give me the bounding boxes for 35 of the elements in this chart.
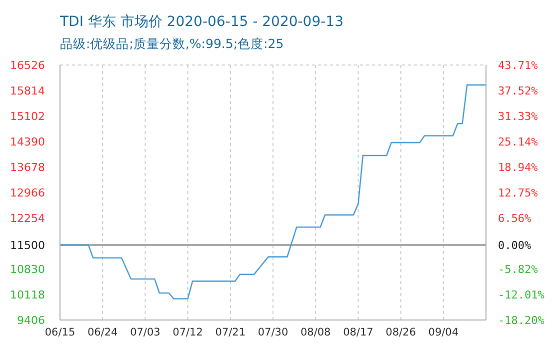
y2-tick-label: 12.75%: [498, 186, 538, 200]
y2-tick-label: 37.52%: [498, 84, 538, 98]
y2-tick-label: 31.33%: [498, 110, 538, 123]
y2-tick-label: 18.94%: [498, 161, 538, 174]
y-tick-label: 13678: [10, 161, 45, 174]
y-tick-label: 10118: [10, 288, 45, 302]
y-tick-label: 9406: [17, 314, 45, 327]
y-tick-label: 15814: [10, 84, 45, 98]
y-tick-label: 12254: [10, 212, 45, 225]
y2-tick-label: 43.71%: [498, 59, 538, 72]
y2-tick-label: -12.01%: [498, 288, 545, 302]
y2-tick-label: -5.82%: [498, 262, 538, 276]
y2-tick-label: 25.14%: [498, 135, 538, 148]
x-tick-label: 07/12: [172, 326, 203, 338]
y-tick-label: 15102: [10, 110, 45, 123]
y2-tick-label: -18.20%: [498, 314, 545, 327]
x-tick-label: 08/17: [343, 326, 374, 338]
x-tick-label: 06/24: [87, 326, 118, 338]
y-tick-label: 12966: [10, 186, 45, 200]
x-tick-label: 09/04: [428, 326, 459, 338]
chart-title: TDI 华东 市场价 2020-06-15 - 2020-09-13: [60, 13, 344, 31]
x-tick-label: 07/21: [215, 326, 246, 338]
y2-tick-label: 6.56%: [498, 212, 532, 225]
x-tick-label: 07/30: [258, 326, 288, 338]
y-tick-label: 14390: [10, 136, 45, 148]
y-tick-label: 10830: [10, 263, 45, 276]
x-tick-label: 07/03: [130, 326, 160, 338]
y-tick-label: 16526: [10, 59, 45, 72]
x-tick-label: 06/15: [44, 326, 76, 338]
chart-subtitle: 品级:优级品;质量分数,%:99.5;色度:25: [60, 36, 284, 53]
x-tick-label: 08/08: [300, 326, 331, 338]
x-tick-label: 08/26: [386, 326, 416, 338]
y-tick-label: 11500: [10, 239, 45, 252]
y2-tick-label: 0.00%: [498, 239, 532, 252]
line-series: [60, 84, 486, 300]
